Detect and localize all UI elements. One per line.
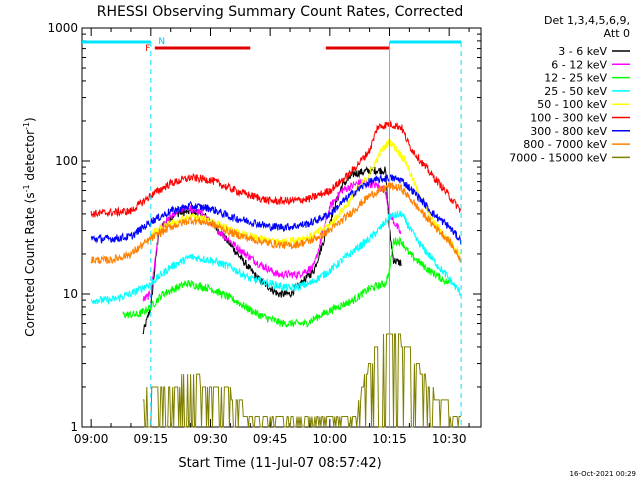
y-tick-label: 1 <box>70 420 78 434</box>
x-tick-label: 09:45 <box>253 432 288 446</box>
legend-label: 800 - 7000 keV <box>523 138 607 151</box>
y-axis-label-sup2: -1 <box>22 122 31 130</box>
legend-label: 100 - 300 keV <box>530 112 607 125</box>
legend-label: 300 - 800 keV <box>530 125 607 138</box>
series-line-6 <box>90 173 462 245</box>
y-tick-label: 1000 <box>47 21 78 35</box>
y-axis-label: Corrected Count Rate (s-1 detector-1) <box>22 117 37 336</box>
series-line-8 <box>142 333 462 428</box>
axes: 1 10 100 1000 09:00 09:15 09:30 09:45 10:00 10:15… <box>47 21 482 446</box>
y-axis-label-sup1: -1 <box>22 184 31 192</box>
x-axis-label: Start Time (11-Jul-07 08:57:42) <box>178 456 381 471</box>
x-tick-label: 09:00 <box>74 432 109 446</box>
x-tick-label: 10:15 <box>372 432 407 446</box>
flag-layer: FN <box>82 37 462 427</box>
x-tick-label: 10:00 <box>313 432 348 446</box>
series-layer <box>90 120 462 428</box>
x-tick-label: 10:30 <box>432 432 467 446</box>
series-line-5 <box>90 120 462 218</box>
legend-label: 25 - 50 keV <box>544 85 607 98</box>
series-line-7 <box>90 182 462 265</box>
flare-flag-label: F <box>145 44 150 54</box>
plot-frame <box>81 27 482 428</box>
legend-header-line1: Det 1,3,4,5,6,9, <box>544 14 630 27</box>
night-flag-label: N <box>158 37 165 47</box>
legend-label: 3 - 6 keV <box>558 45 607 58</box>
legend-label: 12 - 25 keV <box>544 72 607 85</box>
footer-date: 16-Oct-2021 00:29 <box>570 470 636 478</box>
series-line-2 <box>122 236 450 328</box>
legend-label: 7000 - 15000 keV <box>509 151 607 164</box>
y-tick-label: 100 <box>55 154 78 168</box>
y-tick-label: 10 <box>63 287 78 301</box>
series-line-3 <box>91 210 462 306</box>
y-axis-label-end: ) <box>23 117 37 122</box>
legend-label: 50 - 100 keV <box>537 98 607 111</box>
y-axis-label-mid: detector <box>23 130 37 185</box>
chart-title: RHESSI Observing Summary Count Rates, Co… <box>97 4 463 20</box>
x-tick-label: 09:30 <box>193 432 228 446</box>
y-axis-label-main: Corrected Count Rate (s <box>23 192 37 336</box>
legend-label: 6 - 12 keV <box>551 58 607 71</box>
x-tick-label: 09:15 <box>134 432 169 446</box>
legend-header-line2: Att 0 <box>604 27 630 40</box>
series-line-0 <box>142 165 402 335</box>
